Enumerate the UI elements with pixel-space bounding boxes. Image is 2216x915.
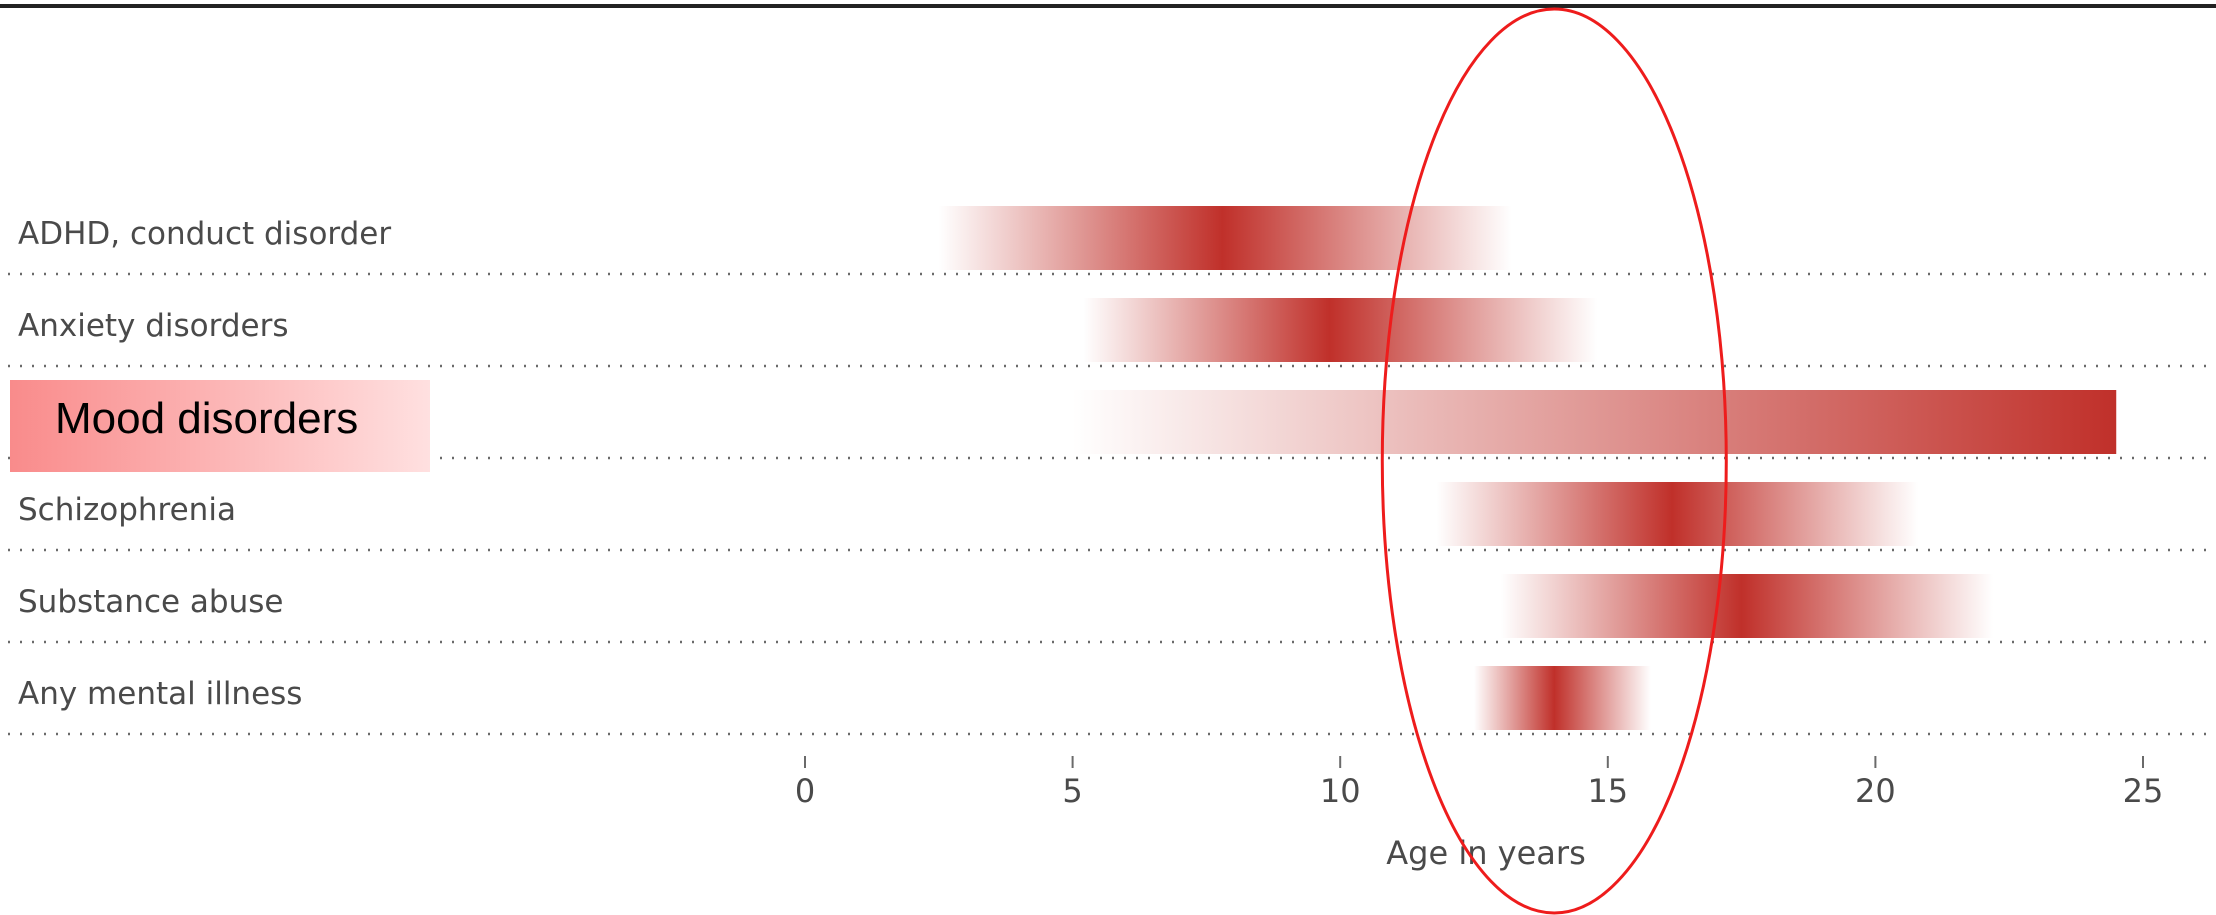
tick-label-2: 10 (1320, 772, 1361, 810)
category-label-4: Substance abuse (18, 584, 283, 620)
category-label-3: Schizophrenia (18, 492, 236, 528)
annotation-ellipse (1380, 7, 1728, 915)
tick-label-3: 15 (1587, 772, 1628, 810)
category-label-1: Anxiety disorders (18, 308, 289, 344)
tick-label-0: 0 (795, 772, 815, 810)
category-label-0: ADHD, conduct disorder (18, 216, 391, 252)
bars-layer (938, 206, 2117, 730)
bar-3 (1436, 482, 1919, 546)
tick-label-1: 5 (1062, 772, 1082, 810)
bar-1 (1083, 298, 1598, 362)
tick-label-5: 25 (2123, 772, 2164, 810)
tick-label-4: 20 (1855, 772, 1896, 810)
bar-4 (1500, 574, 1994, 638)
top-rule (0, 4, 2216, 8)
category-label-2: Mood disorders (55, 394, 358, 443)
category-label-5: Any mental illness (18, 676, 302, 712)
bar-0 (938, 206, 1512, 270)
x-axis-title: Age in years (1386, 834, 1585, 872)
x-axis: 0 5 10 15 20 25 (795, 756, 2164, 810)
highlight-box (10, 380, 430, 472)
row-separators (8, 272, 2216, 736)
category-labels: ADHD, conduct disorder Anxiety disorders M… (18, 216, 391, 712)
bar-2 (1072, 390, 2117, 454)
bar-5 (1474, 666, 1651, 730)
